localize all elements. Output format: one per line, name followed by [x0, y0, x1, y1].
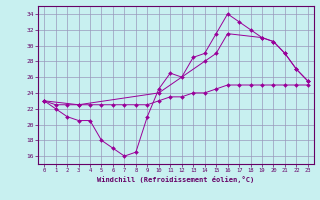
X-axis label: Windchill (Refroidissement éolien,°C): Windchill (Refroidissement éolien,°C): [97, 176, 255, 183]
